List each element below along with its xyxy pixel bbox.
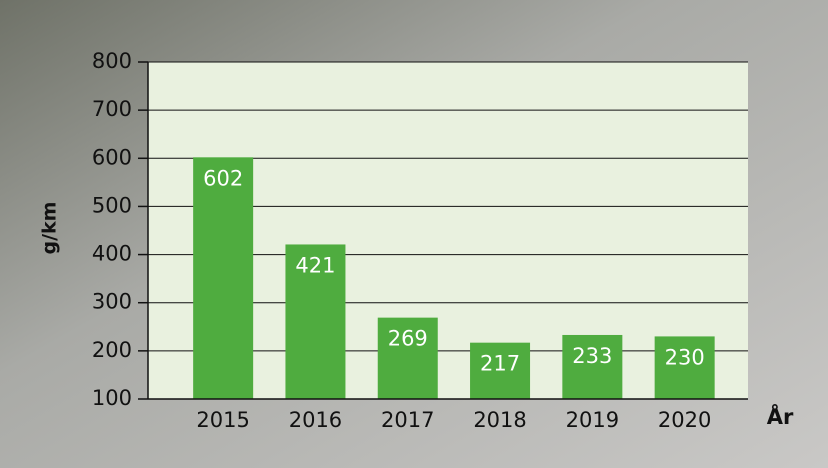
chart: g/km År 100 200 300 400 500 600 700 800 2015 602 2… <box>0 0 828 468</box>
data-label: 421 <box>295 253 335 277</box>
y-tick-label: 800 <box>92 49 132 73</box>
y-axis-label: g/km <box>39 202 61 255</box>
x-tick-label: 2016 <box>289 408 342 432</box>
y-tick-label: 100 <box>92 386 132 410</box>
x-tick-label: 2015 <box>196 408 249 432</box>
y-tick-label: 700 <box>92 97 132 121</box>
data-label: 217 <box>480 352 520 376</box>
x-tick-label: 2020 <box>658 408 711 432</box>
data-label: 602 <box>203 166 243 190</box>
x-axis-label: År <box>767 404 794 429</box>
data-label: 269 <box>388 327 428 351</box>
y-tick-label: 200 <box>92 338 132 362</box>
data-label: 233 <box>572 344 612 368</box>
x-tick-label: 2019 <box>566 408 619 432</box>
bar <box>193 157 253 399</box>
data-label: 230 <box>665 345 705 369</box>
y-tick-label: 300 <box>92 290 132 314</box>
x-tick-label: 2017 <box>381 408 434 432</box>
y-tick-label: 500 <box>92 193 132 217</box>
y-tick-label: 600 <box>92 145 132 169</box>
x-tick-label: 2018 <box>473 408 526 432</box>
y-tick-label: 400 <box>92 242 132 266</box>
